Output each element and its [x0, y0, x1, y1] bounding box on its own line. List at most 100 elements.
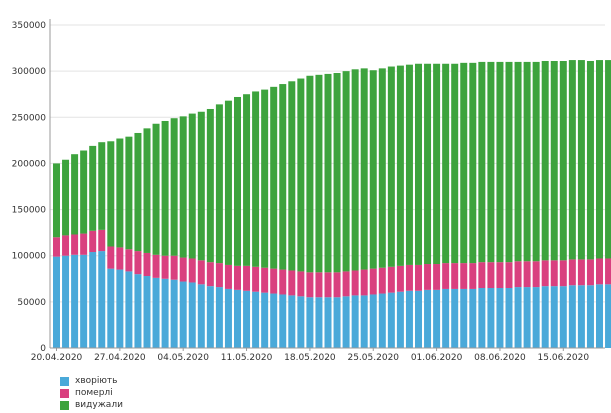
bar-segment-sick	[460, 288, 468, 348]
bar-segment-recovered	[288, 81, 296, 271]
bar-segment-sick	[315, 297, 323, 348]
bar-segment-dead	[351, 270, 359, 296]
bar-segment-sick	[514, 287, 522, 348]
bar-segment-recovered	[315, 74, 323, 273]
bar-segment-sick	[116, 269, 124, 348]
legend-item-sick[interactable]: хворіють	[60, 375, 123, 387]
bar-segment-recovered	[243, 94, 251, 266]
bar-segment-recovered	[116, 138, 124, 248]
bar-segment-sick	[234, 289, 241, 348]
bar-segment-sick	[89, 252, 97, 348]
legend-label-dead: померлі	[75, 388, 113, 398]
bar-segment-recovered	[179, 116, 187, 258]
bar-segment-sick	[125, 271, 133, 348]
y-tick-label: 0	[40, 344, 46, 354]
bar-segment-dead	[125, 249, 133, 272]
bar-segment-recovered	[324, 73, 332, 273]
bar-segment-recovered	[505, 61, 513, 263]
bar-segment-recovered	[125, 136, 133, 250]
bar-segment-recovered	[442, 63, 450, 264]
bar-segment-sick	[433, 289, 441, 348]
bar-segment-sick	[415, 290, 422, 348]
y-tick-label: 200000	[12, 159, 47, 169]
bar-segment-dead	[478, 262, 486, 289]
bar-segment-recovered	[605, 60, 611, 259]
bar-segment-dead	[559, 260, 567, 287]
bar-segment-recovered	[170, 118, 178, 256]
bar-segment-sick	[279, 294, 287, 348]
x-tick-label: 15.06.2020	[538, 353, 590, 363]
legend-item-recovered[interactable]: видужали	[60, 399, 123, 411]
bar-segment-dead	[143, 252, 151, 277]
bar-segment-dead	[369, 268, 377, 295]
bar-segment-sick	[71, 254, 79, 348]
bar-segment-recovered	[270, 86, 278, 269]
bar-segment-sick	[487, 288, 495, 348]
bar-segment-dead	[243, 265, 251, 291]
bar-segment-sick	[170, 279, 178, 348]
bar-segment-recovered	[134, 132, 142, 252]
bar-segment-sick	[360, 295, 368, 348]
bar-segment-dead	[270, 268, 278, 294]
x-tick-label: 18.05.2020	[284, 353, 336, 363]
bar-segment-dead	[215, 263, 223, 288]
bar-segment-dead	[261, 267, 269, 293]
bar-segment-recovered	[523, 61, 531, 262]
bar-segment-dead	[342, 271, 350, 297]
legend-swatch-dead	[60, 388, 69, 398]
bar-segment-sick	[405, 290, 413, 348]
bar-segment-dead	[396, 265, 404, 292]
bar-segment-dead	[532, 261, 540, 288]
axes	[49, 19, 605, 349]
bar-segment-dead	[71, 234, 79, 255]
bar-segment-dead	[442, 263, 450, 289]
bar-segment-recovered	[487, 61, 495, 263]
bar-segment-sick	[152, 277, 160, 348]
bar-segment-dead	[116, 247, 124, 270]
bar-segment-dead	[605, 258, 611, 285]
bar-segment-recovered	[514, 61, 522, 262]
bar-segment-dead	[315, 272, 323, 298]
bar-segment-sick	[378, 293, 386, 348]
bar-segment-dead	[297, 271, 305, 297]
bar-segment-dead	[306, 272, 314, 298]
bar-segment-recovered	[206, 108, 214, 263]
bar-segment-dead	[288, 270, 296, 296]
legend-item-dead[interactable]: померлі	[60, 387, 123, 399]
bar-segment-sick	[197, 284, 205, 348]
bar-segment-sick	[215, 287, 223, 348]
bar-segment-sick	[424, 289, 432, 348]
bar-segment-recovered	[107, 141, 115, 247]
bar-segment-dead	[415, 264, 422, 291]
bar-segment-recovered	[71, 154, 79, 235]
bar-segment-sick	[143, 276, 151, 348]
bar-segment-recovered	[424, 63, 432, 265]
bar-segment-recovered	[532, 61, 540, 262]
bar-segment-dead	[523, 261, 531, 288]
bar-segment-sick	[469, 288, 477, 348]
bar-segment-dead	[324, 272, 332, 298]
bar-segment-dead	[80, 233, 88, 255]
bar-segment-recovered	[460, 62, 468, 264]
bar-segment-sick	[505, 288, 513, 348]
legend-label-sick: хворіють	[75, 376, 118, 386]
bar-segment-recovered	[496, 61, 504, 263]
bar-segment-dead	[487, 262, 495, 289]
bar-segment-dead	[252, 266, 260, 292]
bar-segment-sick	[541, 286, 549, 348]
bar-segment-dead	[98, 229, 106, 252]
bar-segment-dead	[596, 258, 603, 285]
bar-segment-sick	[243, 290, 251, 348]
bar-segment-recovered	[279, 84, 287, 270]
bar-segment-sick	[396, 291, 404, 348]
bar-segment-sick	[523, 287, 531, 348]
bar-segment-sick	[252, 291, 260, 348]
x-tick-label: 11.05.2020	[221, 353, 273, 363]
bar-segment-dead	[460, 263, 468, 289]
y-tick-label: 250000	[12, 113, 47, 123]
bar-segment-recovered	[215, 104, 223, 264]
bar-segment-dead	[387, 266, 395, 293]
y-tick-label: 350000	[12, 21, 47, 31]
bar-segment-sick	[297, 296, 305, 348]
